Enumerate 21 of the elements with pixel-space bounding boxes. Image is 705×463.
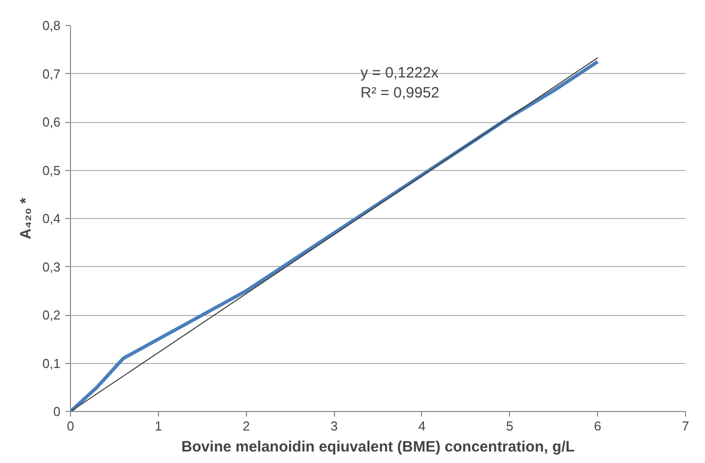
x-tick-label: 6 (594, 418, 602, 434)
x-tick-label: 7 (682, 418, 690, 434)
x-tick-label: 5 (506, 418, 514, 434)
x-tick-label: 1 (154, 418, 162, 434)
y-tick-label: 0,3 (42, 259, 61, 274)
x-tick-label: 3 (330, 418, 338, 434)
y-tick-label: 0,2 (42, 308, 61, 322)
x-tick-label: 2 (242, 418, 250, 434)
y-tick-label: 0,8 (42, 18, 61, 33)
y-tick-label: 0,1 (42, 356, 61, 371)
y-tick-label: 0,7 (42, 66, 61, 82)
x-tick-label: 0 (66, 418, 74, 434)
y-tick-label: 0,4 (42, 211, 61, 226)
y-tick-label: 0 (53, 404, 61, 419)
x-axis-title: Bovine melanoidin eqiuvalent (BME) concentration, g/L (181, 438, 575, 456)
y-tick-label: 0,6 (42, 114, 61, 130)
annotation: R² = 0,9952 (360, 84, 440, 102)
annotation: y = 0,1222x (360, 64, 439, 82)
y-tick-label: 0,5 (42, 162, 61, 178)
x-tick-label: 4 (418, 418, 426, 434)
y-axis-title: A₄₂₀ * (17, 198, 34, 240)
